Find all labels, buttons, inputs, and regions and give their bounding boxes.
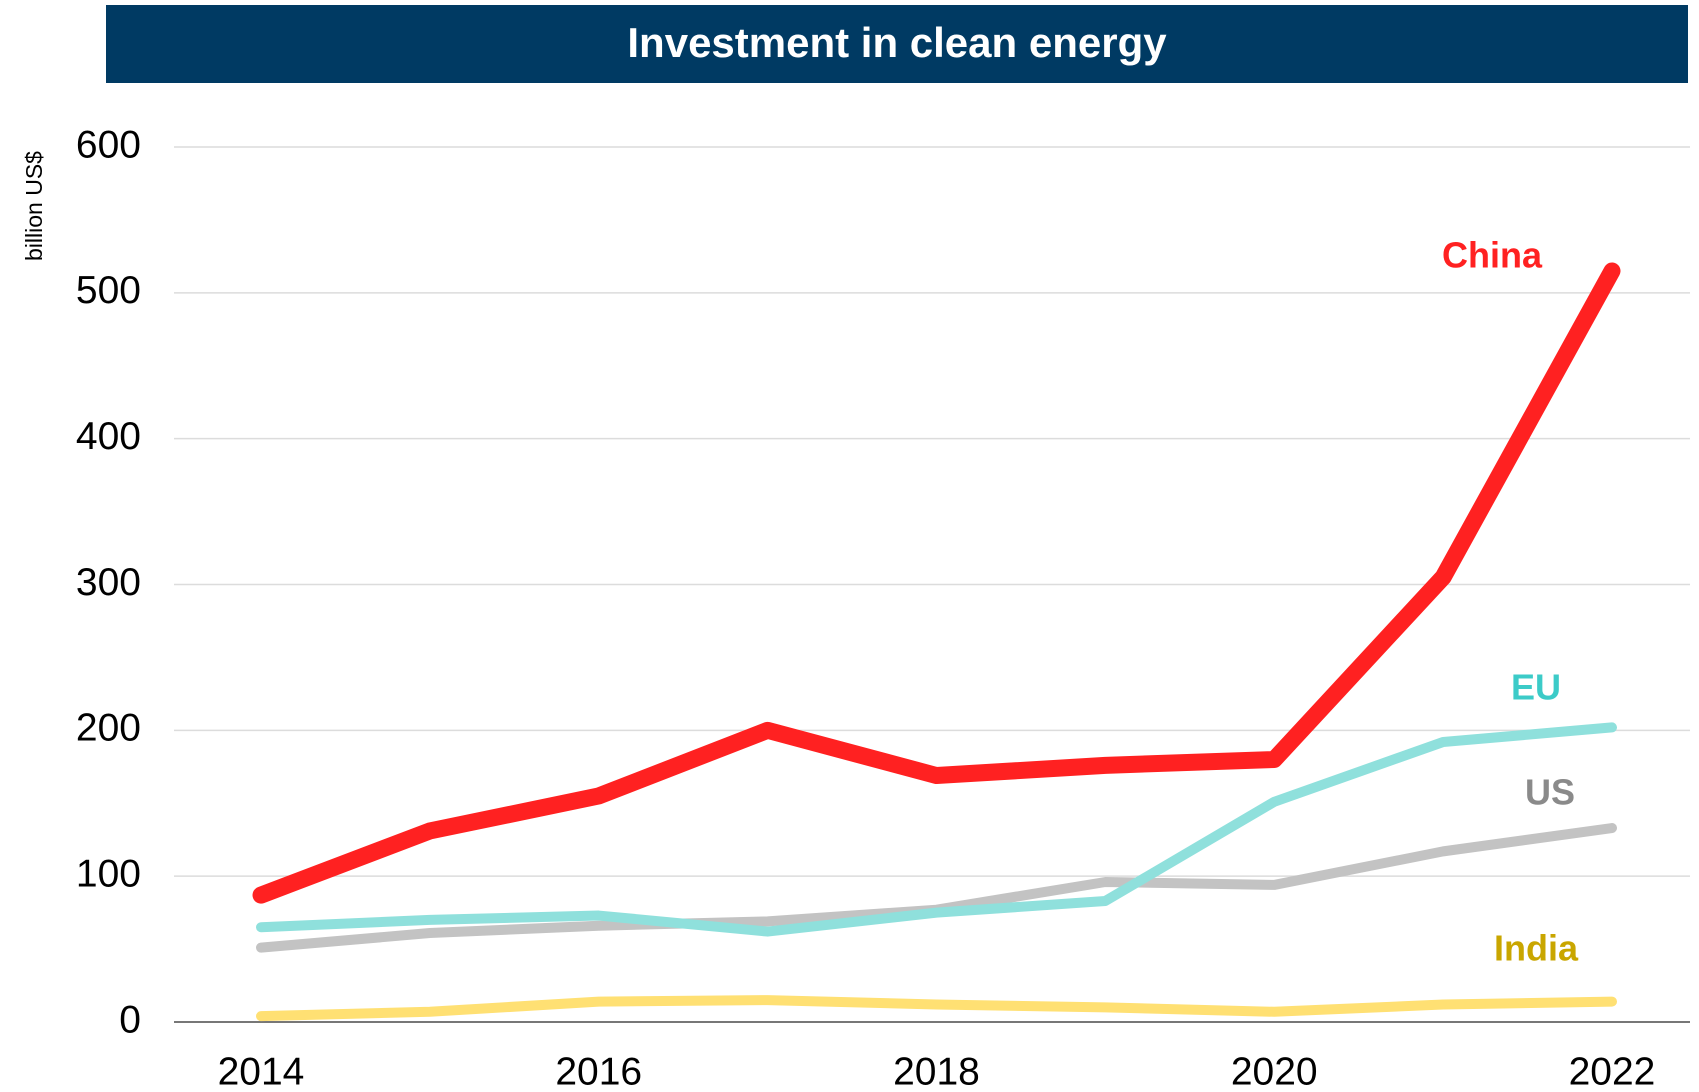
- y-tick-label: 0: [119, 998, 141, 1041]
- title-bar: [106, 5, 1688, 83]
- chart-title: Investment in clean energy: [627, 19, 1167, 66]
- y-tick-label: 300: [76, 561, 141, 604]
- x-tick-label: 2014: [218, 1050, 305, 1092]
- y-tick-label: 500: [76, 269, 141, 312]
- x-tick-label: 2016: [555, 1050, 642, 1092]
- series-label: China: [1442, 235, 1543, 276]
- series-label: US: [1525, 772, 1575, 813]
- series-label: EU: [1511, 667, 1561, 708]
- y-axis-label: billion US$: [21, 151, 47, 261]
- x-tick-label: 2022: [1569, 1050, 1656, 1092]
- series-line: [256, 722, 1617, 937]
- x-tick-label: 2018: [893, 1050, 980, 1092]
- y-tick-label: 600: [76, 123, 141, 166]
- y-tick-label: 400: [76, 415, 141, 458]
- series-line: [256, 823, 1617, 953]
- series-line: [252, 262, 1621, 904]
- series-label: India: [1494, 928, 1579, 969]
- y-tick-label: 100: [76, 852, 141, 895]
- x-tick-label: 2020: [1231, 1050, 1318, 1092]
- series-line: [256, 995, 1617, 1022]
- y-tick-label: 200: [76, 707, 141, 750]
